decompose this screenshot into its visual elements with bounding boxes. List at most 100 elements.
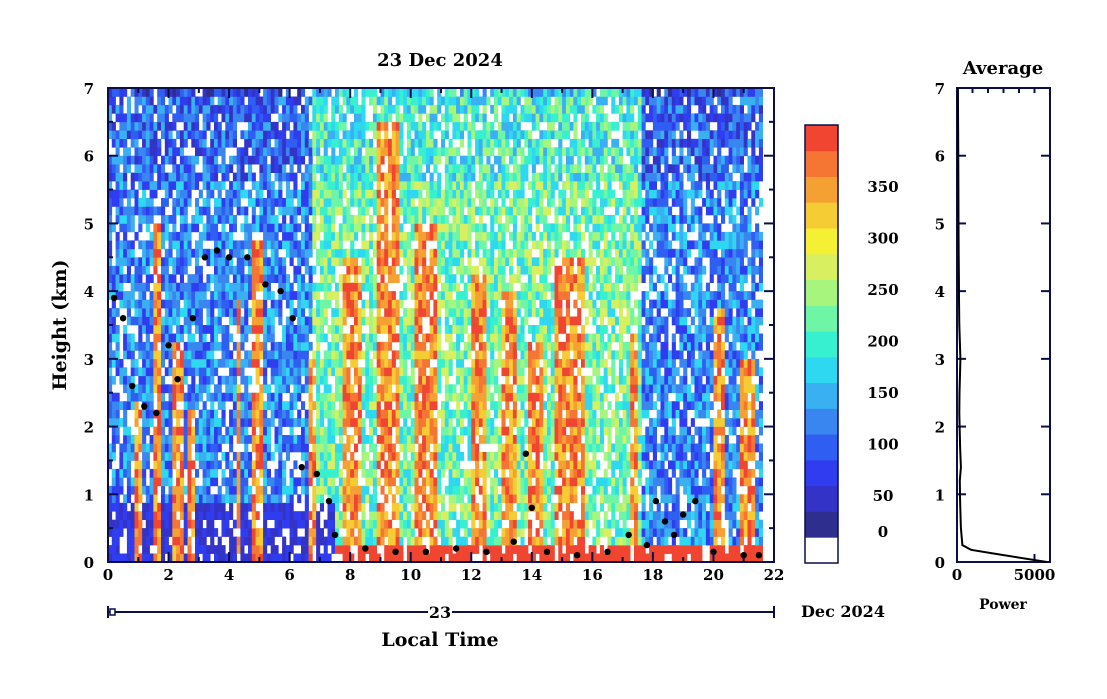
heatmap-cell <box>323 384 328 394</box>
heatmap-cell <box>263 553 268 563</box>
heatmap-cell <box>327 553 332 563</box>
heatmap-cell <box>142 426 147 436</box>
heatmap-cell <box>327 485 332 495</box>
heatmap-cell <box>418 384 423 394</box>
heatmap-cell <box>301 519 306 529</box>
heatmap-cell <box>516 172 521 182</box>
heatmap-cell <box>270 401 275 410</box>
heatmap-cell <box>179 147 184 157</box>
heatmap-cell <box>471 333 476 343</box>
heatmap-cell <box>153 435 158 444</box>
heatmap-cell <box>376 384 381 394</box>
heatmap-cell <box>236 341 241 351</box>
heatmap-cell <box>161 502 166 512</box>
heatmap-cell <box>388 528 393 537</box>
heatmap-cell <box>388 316 393 326</box>
heatmap-cell <box>399 460 404 470</box>
heatmap-cell <box>505 477 510 487</box>
heatmap-cell <box>335 240 340 250</box>
heatmap-cell <box>319 248 324 258</box>
heatmap-cell <box>119 130 124 140</box>
heatmap-cell <box>217 147 222 157</box>
heatmap-cell <box>346 341 351 351</box>
heatmap-cell <box>388 240 393 250</box>
heatmap-cell <box>501 358 506 368</box>
heatmap-cell <box>221 104 226 114</box>
heatmap-cell <box>210 545 215 554</box>
heatmap-cell <box>308 426 313 436</box>
heatmap-cell <box>142 468 147 478</box>
heatmap-cell <box>108 223 113 233</box>
heatmap-cell <box>512 104 517 114</box>
heatmap-cell <box>452 468 457 478</box>
heatmap-cell <box>229 418 234 427</box>
heatmap-cell <box>130 435 135 444</box>
heatmap-cell <box>490 130 495 140</box>
heatmap-cell <box>403 104 408 114</box>
heatmap-cell <box>255 282 260 292</box>
heatmap-cell <box>214 138 219 148</box>
heatmap-cell <box>115 172 120 182</box>
heatmap-cell <box>259 553 264 563</box>
heatmap-cell <box>259 468 264 478</box>
heatmap-cell <box>395 367 400 377</box>
heatmap-cell <box>145 96 150 106</box>
heatmap-cell <box>153 223 158 233</box>
heatmap-cell <box>161 265 166 275</box>
heatmap-cell <box>134 485 139 495</box>
heatmap-cell <box>187 172 192 182</box>
heatmap-cell <box>308 375 313 385</box>
heatmap-cell <box>240 460 245 470</box>
heatmap-cell <box>331 138 336 148</box>
heatmap-cell <box>369 164 374 173</box>
heatmap-cell <box>444 528 449 537</box>
heatmap-cell <box>108 96 113 106</box>
heatmap-cell <box>164 308 169 317</box>
heatmap-cell <box>365 401 370 410</box>
heatmap-cell <box>108 502 113 512</box>
heatmap-cell <box>172 333 177 343</box>
heatmap-cell <box>418 409 423 419</box>
heatmap-cell <box>274 545 279 554</box>
heatmap-cell <box>456 198 461 207</box>
heatmap-cell <box>312 452 317 461</box>
heatmap-cell <box>354 308 359 317</box>
heatmap-cell <box>403 468 408 478</box>
heatmap-cell <box>274 401 279 410</box>
heatmap-cell <box>225 164 230 173</box>
heatmap-cell <box>403 198 408 207</box>
heatmap-cell <box>448 155 453 165</box>
heatmap-cell <box>195 384 200 394</box>
heatmap-cell <box>505 138 510 148</box>
heatmap-cell <box>248 553 253 563</box>
heatmap-cell <box>475 468 480 478</box>
heatmap-cell <box>145 104 150 114</box>
heatmap-cell <box>452 409 457 419</box>
heatmap-cell <box>391 392 396 402</box>
heatmap-cell <box>376 299 381 309</box>
heatmap-cell <box>210 409 215 419</box>
heatmap-cell <box>270 341 275 351</box>
heatmap-cell <box>202 494 207 504</box>
heatmap-cell <box>494 341 499 351</box>
heatmap-cell <box>229 121 234 131</box>
heatmap-cell <box>179 164 184 173</box>
heatmap-cell <box>478 358 483 368</box>
heatmap-cell <box>388 248 393 258</box>
heatmap-cell <box>410 536 415 546</box>
heatmap-cell <box>263 477 268 487</box>
heatmap-cell <box>384 350 389 360</box>
heatmap-cell <box>399 341 404 351</box>
heatmap-cell <box>467 248 472 258</box>
heatmap-cell <box>266 257 271 267</box>
heatmap-cell <box>425 138 430 148</box>
heatmap-cell <box>463 113 468 123</box>
heatmap-cell <box>195 502 200 512</box>
heatmap-cell <box>467 502 472 512</box>
heatmap-cell <box>119 198 124 207</box>
heatmap-cell <box>157 164 162 173</box>
heatmap-cell <box>316 358 321 368</box>
heatmap-cell <box>331 316 336 326</box>
heatmap-cell <box>456 494 461 504</box>
heatmap-cell <box>195 113 200 123</box>
